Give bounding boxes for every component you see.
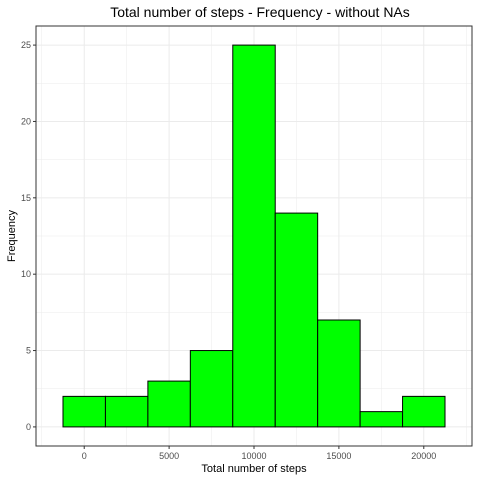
y-tick-label: 5 bbox=[26, 346, 31, 356]
histogram-bar bbox=[190, 351, 232, 427]
x-axis-label: Total number of steps bbox=[201, 463, 307, 475]
histogram-bar bbox=[318, 320, 360, 427]
x-tick-label: 10000 bbox=[241, 451, 266, 461]
y-tick-label: 0 bbox=[26, 422, 31, 432]
x-tick-label: 20000 bbox=[411, 451, 436, 461]
y-tick-label: 25 bbox=[21, 40, 31, 50]
histogram-bar bbox=[275, 213, 317, 427]
histogram-bar bbox=[360, 412, 402, 427]
y-axis-label: Frequency bbox=[6, 210, 18, 262]
y-tick-label: 10 bbox=[21, 269, 31, 279]
chart-title: Total number of steps - Frequency - with… bbox=[110, 4, 410, 20]
histogram-bar bbox=[148, 381, 190, 427]
x-tick-label: 15000 bbox=[326, 451, 351, 461]
x-tick-label: 0 bbox=[82, 451, 87, 461]
y-tick-label: 15 bbox=[21, 193, 31, 203]
y-tick-label: 20 bbox=[21, 116, 31, 126]
histogram-bar bbox=[105, 396, 147, 427]
histogram-bar bbox=[403, 396, 445, 427]
y-axis-ticks: 0 5 10 15 20 25 bbox=[21, 40, 36, 432]
histogram-bar bbox=[63, 396, 105, 427]
x-tick-label: 5000 bbox=[159, 451, 179, 461]
histogram-bar bbox=[233, 45, 275, 427]
x-axis-ticks: 0 5000 10000 15000 20000 bbox=[82, 446, 437, 461]
